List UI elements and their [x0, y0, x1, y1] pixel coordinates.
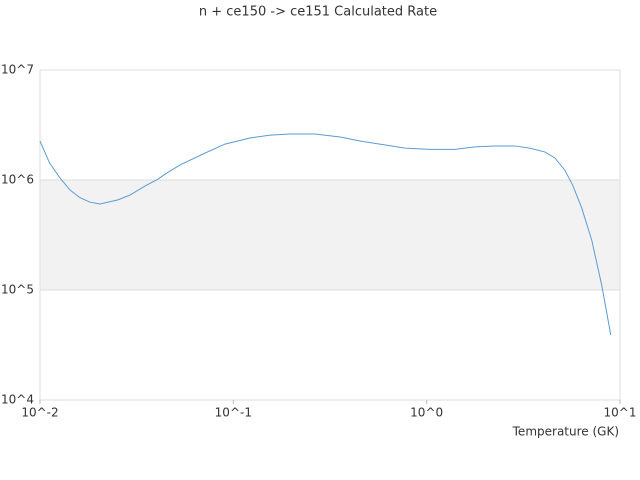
data-line — [39, 133, 612, 336]
chart-title: n + ce150 -> ce151 Calculated Rate — [199, 5, 437, 20]
x-tick-label: 10^0 — [410, 406, 443, 420]
y-tick-label: 10^6 — [1, 173, 34, 187]
x-tick-label: 10^1 — [604, 406, 637, 420]
x-axis-label: Temperature (GK) — [512, 425, 619, 439]
y-tick-label: 10^5 — [1, 283, 34, 297]
y-tick-label: 10^4 — [1, 393, 34, 407]
x-tick-label: 10^-1 — [215, 406, 252, 420]
x-tick-label: 10^-2 — [21, 406, 58, 420]
grid-band — [40, 180, 620, 290]
y-tick-label: 10^7 — [1, 63, 34, 77]
